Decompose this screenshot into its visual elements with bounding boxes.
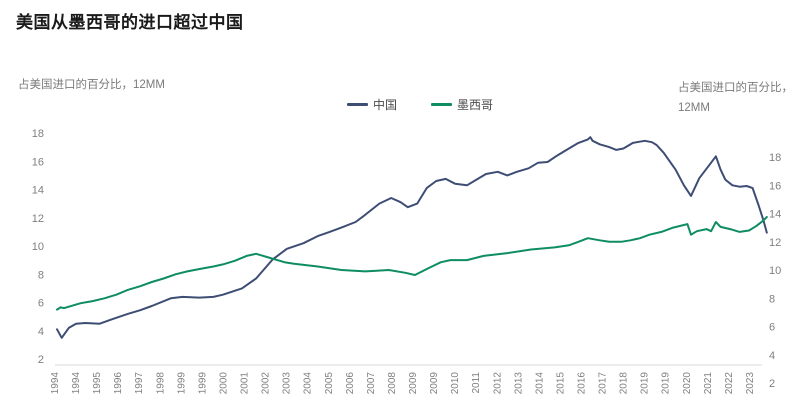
right-axis-caption-line1: 占美国进口的百分比， — [678, 82, 793, 94]
left-axis-caption: 占美国进口的百分比，12MM — [18, 79, 165, 91]
left-axis-tick-label: 2 — [38, 354, 44, 366]
right-axis-tick-label: 10 — [769, 265, 781, 277]
right-axis-tick-label: 8 — [769, 293, 775, 305]
x-axis-tick-label: 2012 — [492, 372, 503, 395]
x-axis-tick-label: 2007 — [366, 372, 377, 395]
x-axis-tick-label: 2014 — [534, 372, 545, 395]
left-axis-tick-label: 8 — [38, 269, 44, 281]
x-axis-tick-label: 2017 — [598, 372, 609, 395]
left-axis-tick-label: 12 — [32, 213, 44, 225]
x-axis-tick-label: 2013 — [513, 372, 524, 395]
x-axis-tick-label: 2009 — [408, 372, 419, 395]
x-axis-tick-label: 1999 — [176, 372, 187, 395]
right-axis-tick-label: 14 — [769, 209, 781, 221]
x-axis-tick-label: 2015 — [555, 372, 566, 395]
right-axis-tick-label: 18 — [769, 152, 781, 164]
x-axis-tick-label: 2011 — [471, 372, 482, 394]
china-line — [56, 136, 768, 339]
x-axis-tick-label: 1996 — [113, 372, 124, 395]
x-axis-tick-label: 2004 — [303, 372, 314, 395]
right-axis-tick-label: 6 — [769, 322, 775, 334]
x-axis-tick-label: 2018 — [619, 372, 630, 395]
left-axis-tick-label: 10 — [32, 241, 44, 253]
x-axis-tick-label: 2006 — [345, 372, 356, 395]
x-axis-tick-label: 1999 — [197, 372, 208, 395]
x-axis-tick-label: 1994 — [71, 372, 82, 395]
x-axis-tick-label: 2016 — [577, 372, 588, 395]
chart-legend: 中国 墨西哥 — [347, 96, 493, 113]
right-axis-tick-label: 16 — [769, 180, 781, 192]
right-axis-tick-label: 4 — [769, 350, 775, 362]
x-axis-tick-label: 2019 — [661, 372, 672, 395]
right-axis-tick-label: 12 — [769, 237, 781, 249]
x-axis-tick-label: 1994 — [50, 372, 61, 395]
right-axis-tick-label: 2 — [769, 378, 775, 390]
x-axis-tick-label: 2020 — [682, 372, 693, 395]
mexico-line-swatch — [431, 103, 453, 106]
x-axis-tick-label: 2000 — [219, 372, 230, 395]
x-axis-tick-label: 1998 — [155, 372, 166, 395]
x-axis-tick-label: 2003 — [282, 372, 293, 395]
x-axis-tick-label: 2022 — [724, 372, 735, 395]
x-axis-tick-label: 2019 — [640, 372, 651, 395]
legend-label-china: 中国 — [373, 98, 398, 112]
china-line-swatch — [347, 103, 368, 106]
right-axis-caption-line2: 12MM — [678, 102, 710, 114]
left-axis-tick-label: 16 — [32, 156, 44, 168]
x-axis-tick-label: 1997 — [134, 372, 145, 395]
x-axis-tick-label: 2005 — [324, 372, 335, 395]
right-axis-caption: 占美国进口的百分比， 12MM — [678, 78, 798, 118]
x-axis-tick-label: 2008 — [387, 372, 398, 395]
left-axis-tick-label: 4 — [38, 326, 44, 338]
x-axis-tick-label: 2001 — [240, 372, 251, 395]
left-axis-tick-label: 18 — [32, 128, 44, 140]
legend-item-china: 中国 — [347, 96, 397, 113]
x-axis-tick-label: 2002 — [261, 372, 272, 395]
x-axis-tick-label: 2021 — [703, 372, 714, 395]
x-axis-tick-label: 2023 — [745, 372, 756, 395]
x-axis-tick-label: 2009 — [429, 372, 440, 395]
legend-item-mexico: 墨西哥 — [431, 96, 493, 113]
left-axis-tick-label: 6 — [38, 298, 44, 310]
x-axis-tick-label: 1995 — [92, 372, 103, 395]
mexico-line — [56, 216, 768, 311]
x-axis-tick-label: 2010 — [450, 372, 461, 395]
legend-label-mexico: 墨西哥 — [457, 98, 494, 112]
page-title: 美国从墨西哥的进口超过中国 — [16, 13, 244, 32]
left-axis-tick-label: 14 — [32, 185, 44, 197]
